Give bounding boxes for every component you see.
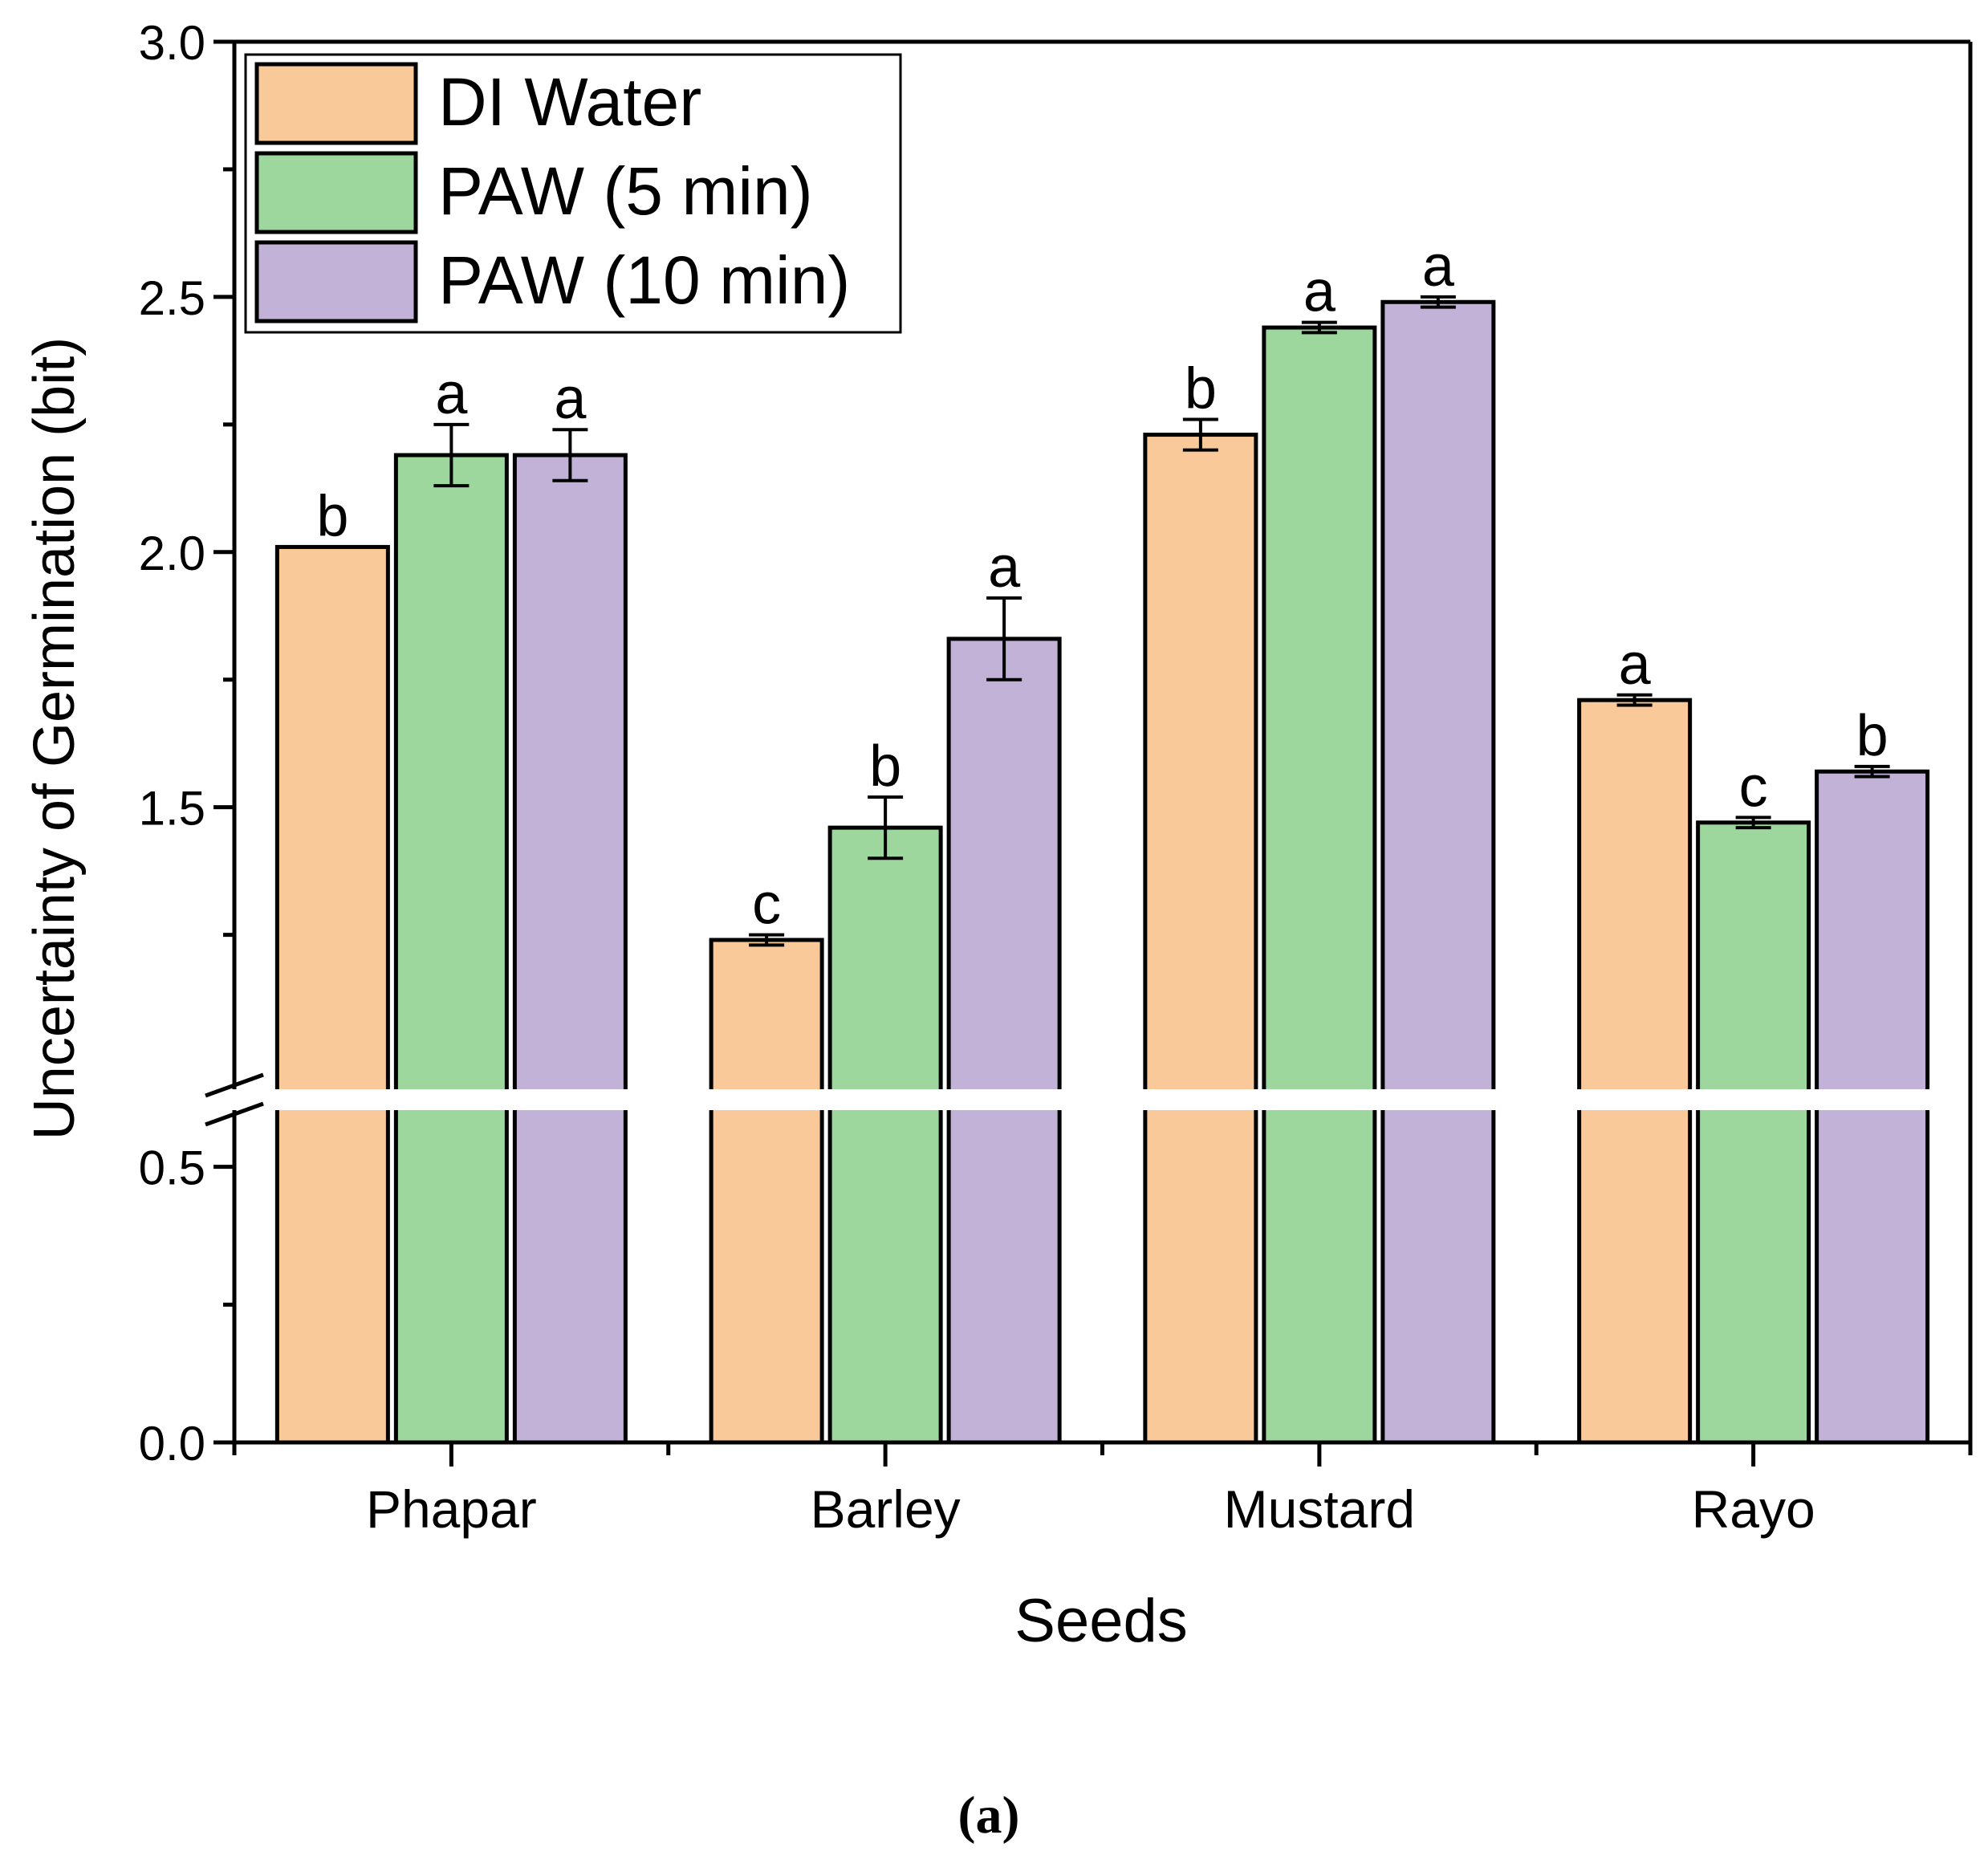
error-bar-barley-2	[868, 795, 904, 860]
significance-letter-phapar-3: a	[554, 367, 587, 431]
significance-letter-mustard-2: a	[1303, 260, 1336, 324]
error-bars-layer	[433, 295, 1890, 947]
significance-letter-barley-3: a	[988, 535, 1021, 600]
legend-swatch-3	[254, 240, 418, 323]
bar-phapar-1	[274, 544, 390, 1445]
error-bar-rayo-1	[1616, 693, 1653, 707]
axis-break-layer	[202, 1072, 1967, 1127]
y-tick-label: 0.5	[139, 1141, 205, 1195]
y-tick-label: 3.0	[139, 16, 205, 70]
error-bar-mustard-3	[1420, 295, 1456, 309]
bar-phapar-3	[512, 453, 628, 1445]
error-bar-phapar-3	[552, 428, 588, 482]
bar-barley-3	[946, 637, 1062, 1445]
y-tick-label: 2.0	[139, 527, 205, 580]
significance-letter-phapar-2: a	[435, 362, 468, 426]
error-bar-rayo-2	[1735, 816, 1771, 830]
x-tick-label-rayo: Rayo	[1692, 1479, 1815, 1539]
bars-layer	[274, 299, 1930, 1445]
bar-phapar-2	[393, 453, 509, 1445]
significance-letter-barley-2: b	[869, 734, 901, 799]
significance-letter-rayo-2: c	[1739, 755, 1768, 819]
bar-mustard-3	[1380, 299, 1496, 1445]
axes-layer: 0.0 0.5 1.5 2.0 2.5 3.0 Phapar Barley Mustard Ray…	[139, 16, 1973, 1539]
bar-mustard-2	[1262, 325, 1377, 1445]
x-tick-label-barley: Barley	[811, 1479, 961, 1539]
x-tick-label-mustard: Mustard	[1224, 1479, 1415, 1539]
legend-label-3: PAW (10 min)	[438, 242, 850, 318]
x-axis-label: Seeds	[1014, 1587, 1188, 1655]
panel-label: (a)	[958, 1786, 1020, 1845]
bar-barley-2	[827, 825, 943, 1445]
legend-swatch-1	[254, 62, 418, 145]
y-tick-label: 2.5	[139, 271, 205, 325]
significance-letter-barley-1: c	[752, 873, 781, 937]
legend-label-2: PAW (5 min)	[438, 153, 813, 229]
error-bar-barley-3	[986, 596, 1022, 681]
y-tick-label: 0.0	[139, 1417, 205, 1471]
error-bar-barley-1	[749, 933, 785, 947]
error-bar-rayo-3	[1854, 764, 1890, 779]
y-axis-label: Uncertainty of Germination (bit)	[22, 337, 87, 1140]
significance-letter-mustard-3: a	[1422, 234, 1455, 299]
axis-break-gap	[202, 1089, 241, 1110]
significance-letter-rayo-3: b	[1856, 704, 1888, 768]
significance-letter-mustard-1: b	[1185, 356, 1217, 421]
significance-letters-layer: b a a c b a b a a a c b	[316, 234, 1888, 937]
error-bar-mustard-1	[1182, 417, 1218, 452]
bar-barley-1	[709, 938, 824, 1445]
error-bar-phapar-2	[433, 422, 470, 488]
legend-label-1: DI Water	[438, 64, 701, 140]
bar-rayo-2	[1696, 820, 1811, 1445]
x-tick-label-phapar: Phapar	[366, 1479, 537, 1539]
axis-break-band	[238, 1089, 1967, 1110]
legend: DI Water PAW (5 min) PAW (10 min)	[244, 53, 902, 334]
bar-rayo-1	[1577, 698, 1693, 1445]
error-bar-mustard-2	[1301, 320, 1337, 335]
legend-swatch-2	[254, 151, 418, 234]
y-tick-label: 1.5	[139, 782, 205, 836]
significance-letter-rayo-1: a	[1619, 633, 1652, 697]
significance-letter-phapar-1: b	[316, 484, 348, 548]
bar-mustard-1	[1143, 433, 1258, 1445]
